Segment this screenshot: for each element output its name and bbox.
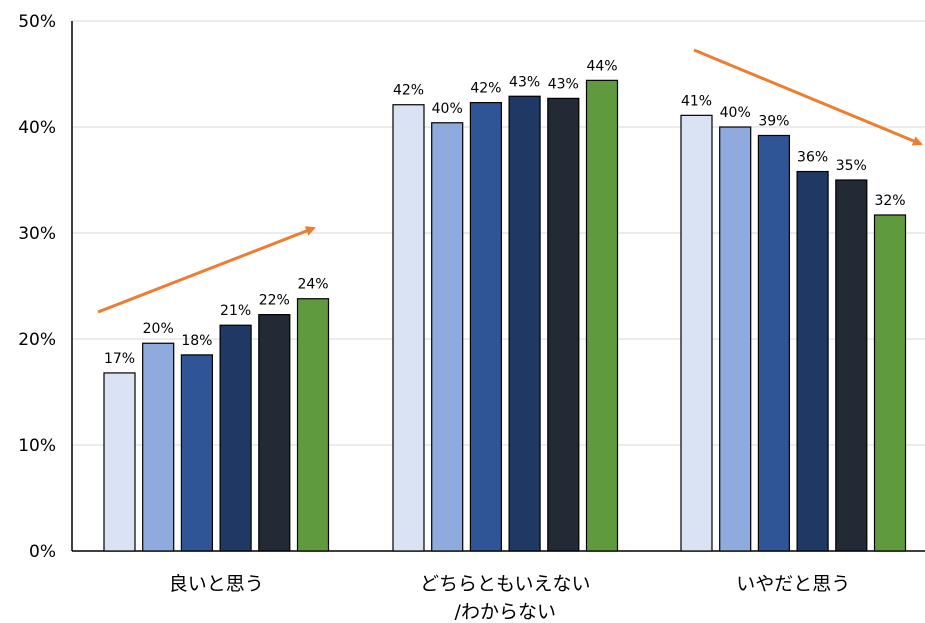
category-label: 良いと思う <box>169 573 264 595</box>
data-label: 41% <box>681 93 712 109</box>
data-label: 43% <box>548 76 579 92</box>
data-label: 22% <box>259 293 290 309</box>
bar <box>508 95 541 552</box>
category-labels: 良いと思う どちらともいえない/わからない いやだと思う <box>169 573 851 623</box>
category-label: どちらともいえない <box>420 573 591 595</box>
data-label: 35% <box>836 158 867 174</box>
data-label: 42% <box>393 83 424 99</box>
bar <box>103 372 136 552</box>
bar <box>258 314 291 552</box>
data-label: 20% <box>143 321 174 337</box>
trend-down-arrow <box>693 48 923 146</box>
data-label: 44% <box>586 58 617 74</box>
data-label: 42% <box>470 81 501 97</box>
y-tick-label: 40% <box>18 118 56 138</box>
data-label: 18% <box>181 333 212 349</box>
category-label: いやだと思う <box>736 573 850 595</box>
y-tick-label: 0% <box>29 542 56 562</box>
bar <box>469 102 502 552</box>
bar <box>796 170 829 552</box>
y-tick-label: 20% <box>18 330 56 350</box>
bar <box>547 97 580 552</box>
y-tick-label: 30% <box>18 224 56 244</box>
bar <box>873 214 907 552</box>
trend-up-arrow <box>97 226 316 314</box>
bar <box>219 324 252 552</box>
bars <box>103 79 907 552</box>
y-tick-label: 10% <box>18 436 56 456</box>
data-label: 39% <box>758 113 789 129</box>
bar <box>431 122 464 552</box>
data-label: 21% <box>220 303 251 319</box>
annotations <box>97 48 923 314</box>
bar <box>680 114 713 552</box>
data-label: 32% <box>874 193 905 209</box>
bar <box>719 126 752 552</box>
bar <box>180 354 213 552</box>
data-label: 40% <box>432 101 463 117</box>
data-label: 36% <box>797 150 828 166</box>
data-label: 43% <box>509 74 540 90</box>
data-label: 40% <box>720 105 751 121</box>
y-tick-label: 50% <box>18 12 56 32</box>
data-label: 24% <box>297 277 328 293</box>
category-label: /わからない <box>455 601 556 623</box>
bar <box>835 179 868 552</box>
bar <box>757 134 791 552</box>
data-label: 17% <box>104 351 135 367</box>
bar <box>392 104 425 552</box>
bar <box>585 79 619 552</box>
bar <box>142 342 175 552</box>
data-labels: 17% 42% 41% 20% 40% 40% 18% 42% 39% 21% 43% 36% 22% 4… <box>104 58 906 367</box>
bar <box>296 298 330 552</box>
